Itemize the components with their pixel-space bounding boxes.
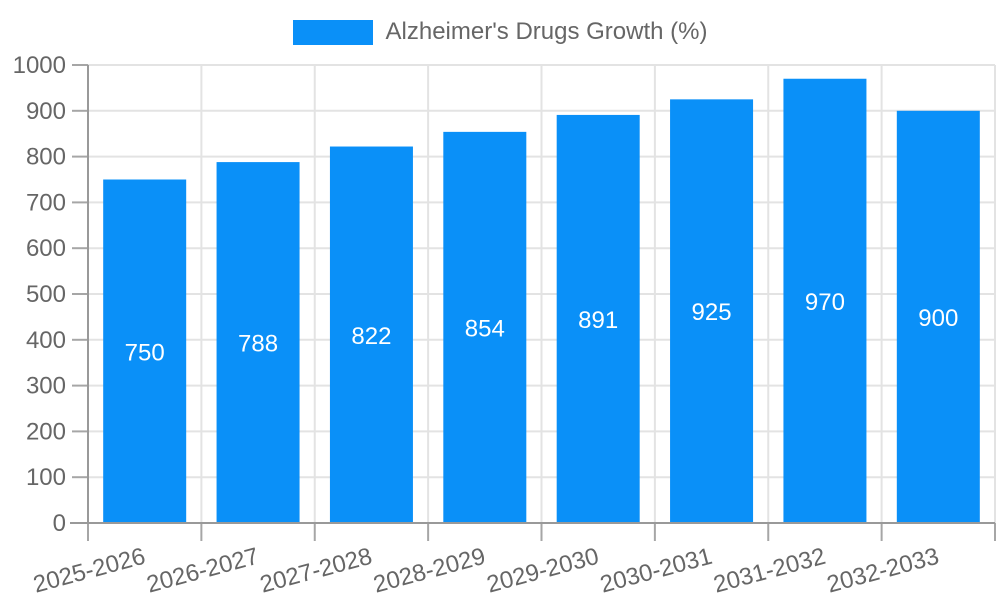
y-tick-label: 500 [26,281,66,308]
bar-value-label: 970 [805,289,845,316]
y-tick-label: 100 [26,464,66,491]
y-tick-label: 400 [26,327,66,354]
x-tick-label: 2026-2027 [144,543,262,599]
x-tick-label: 2031-2032 [711,543,829,599]
chart-legend: Alzheimer's Drugs Growth (%) [0,18,1000,46]
bar [216,162,300,523]
bar [103,179,187,523]
legend-item[interactable]: Alzheimer's Drugs Growth (%) [292,18,708,46]
x-tick-label: 2025-2026 [30,543,148,599]
bar-value-label: 750 [125,339,165,366]
bar [783,78,867,524]
y-tick-label: 1000 [13,52,66,79]
x-tick-label: 2030-2031 [597,543,715,599]
bar [896,110,980,524]
x-tick-label: 2028-2029 [371,543,489,599]
bar-value-label: 891 [578,307,618,334]
y-tick-label: 200 [26,418,66,445]
bar-value-label: 925 [692,299,732,326]
x-tick-label: 2032-2033 [824,543,942,599]
y-tick-label: 300 [26,373,66,400]
bar-value-label: 854 [465,315,505,342]
y-tick-label: 800 [26,144,66,171]
y-tick-label: 900 [26,98,66,125]
x-tick-label: 2027-2028 [257,543,375,599]
y-tick-label: 0 [53,510,66,537]
legend-swatch [292,19,373,45]
y-tick-label: 600 [26,235,66,262]
bar [443,131,527,524]
bar-value-label: 822 [351,323,391,350]
bar-value-label: 788 [238,331,278,358]
bar [670,99,754,523]
bar [329,146,413,524]
legend-label: Alzheimer's Drugs Growth (%) [385,18,708,45]
x-tick-label: 2029-2030 [484,543,602,599]
y-tick-label: 700 [26,189,66,216]
bar-value-label: 900 [918,305,958,332]
bar [556,114,640,523]
